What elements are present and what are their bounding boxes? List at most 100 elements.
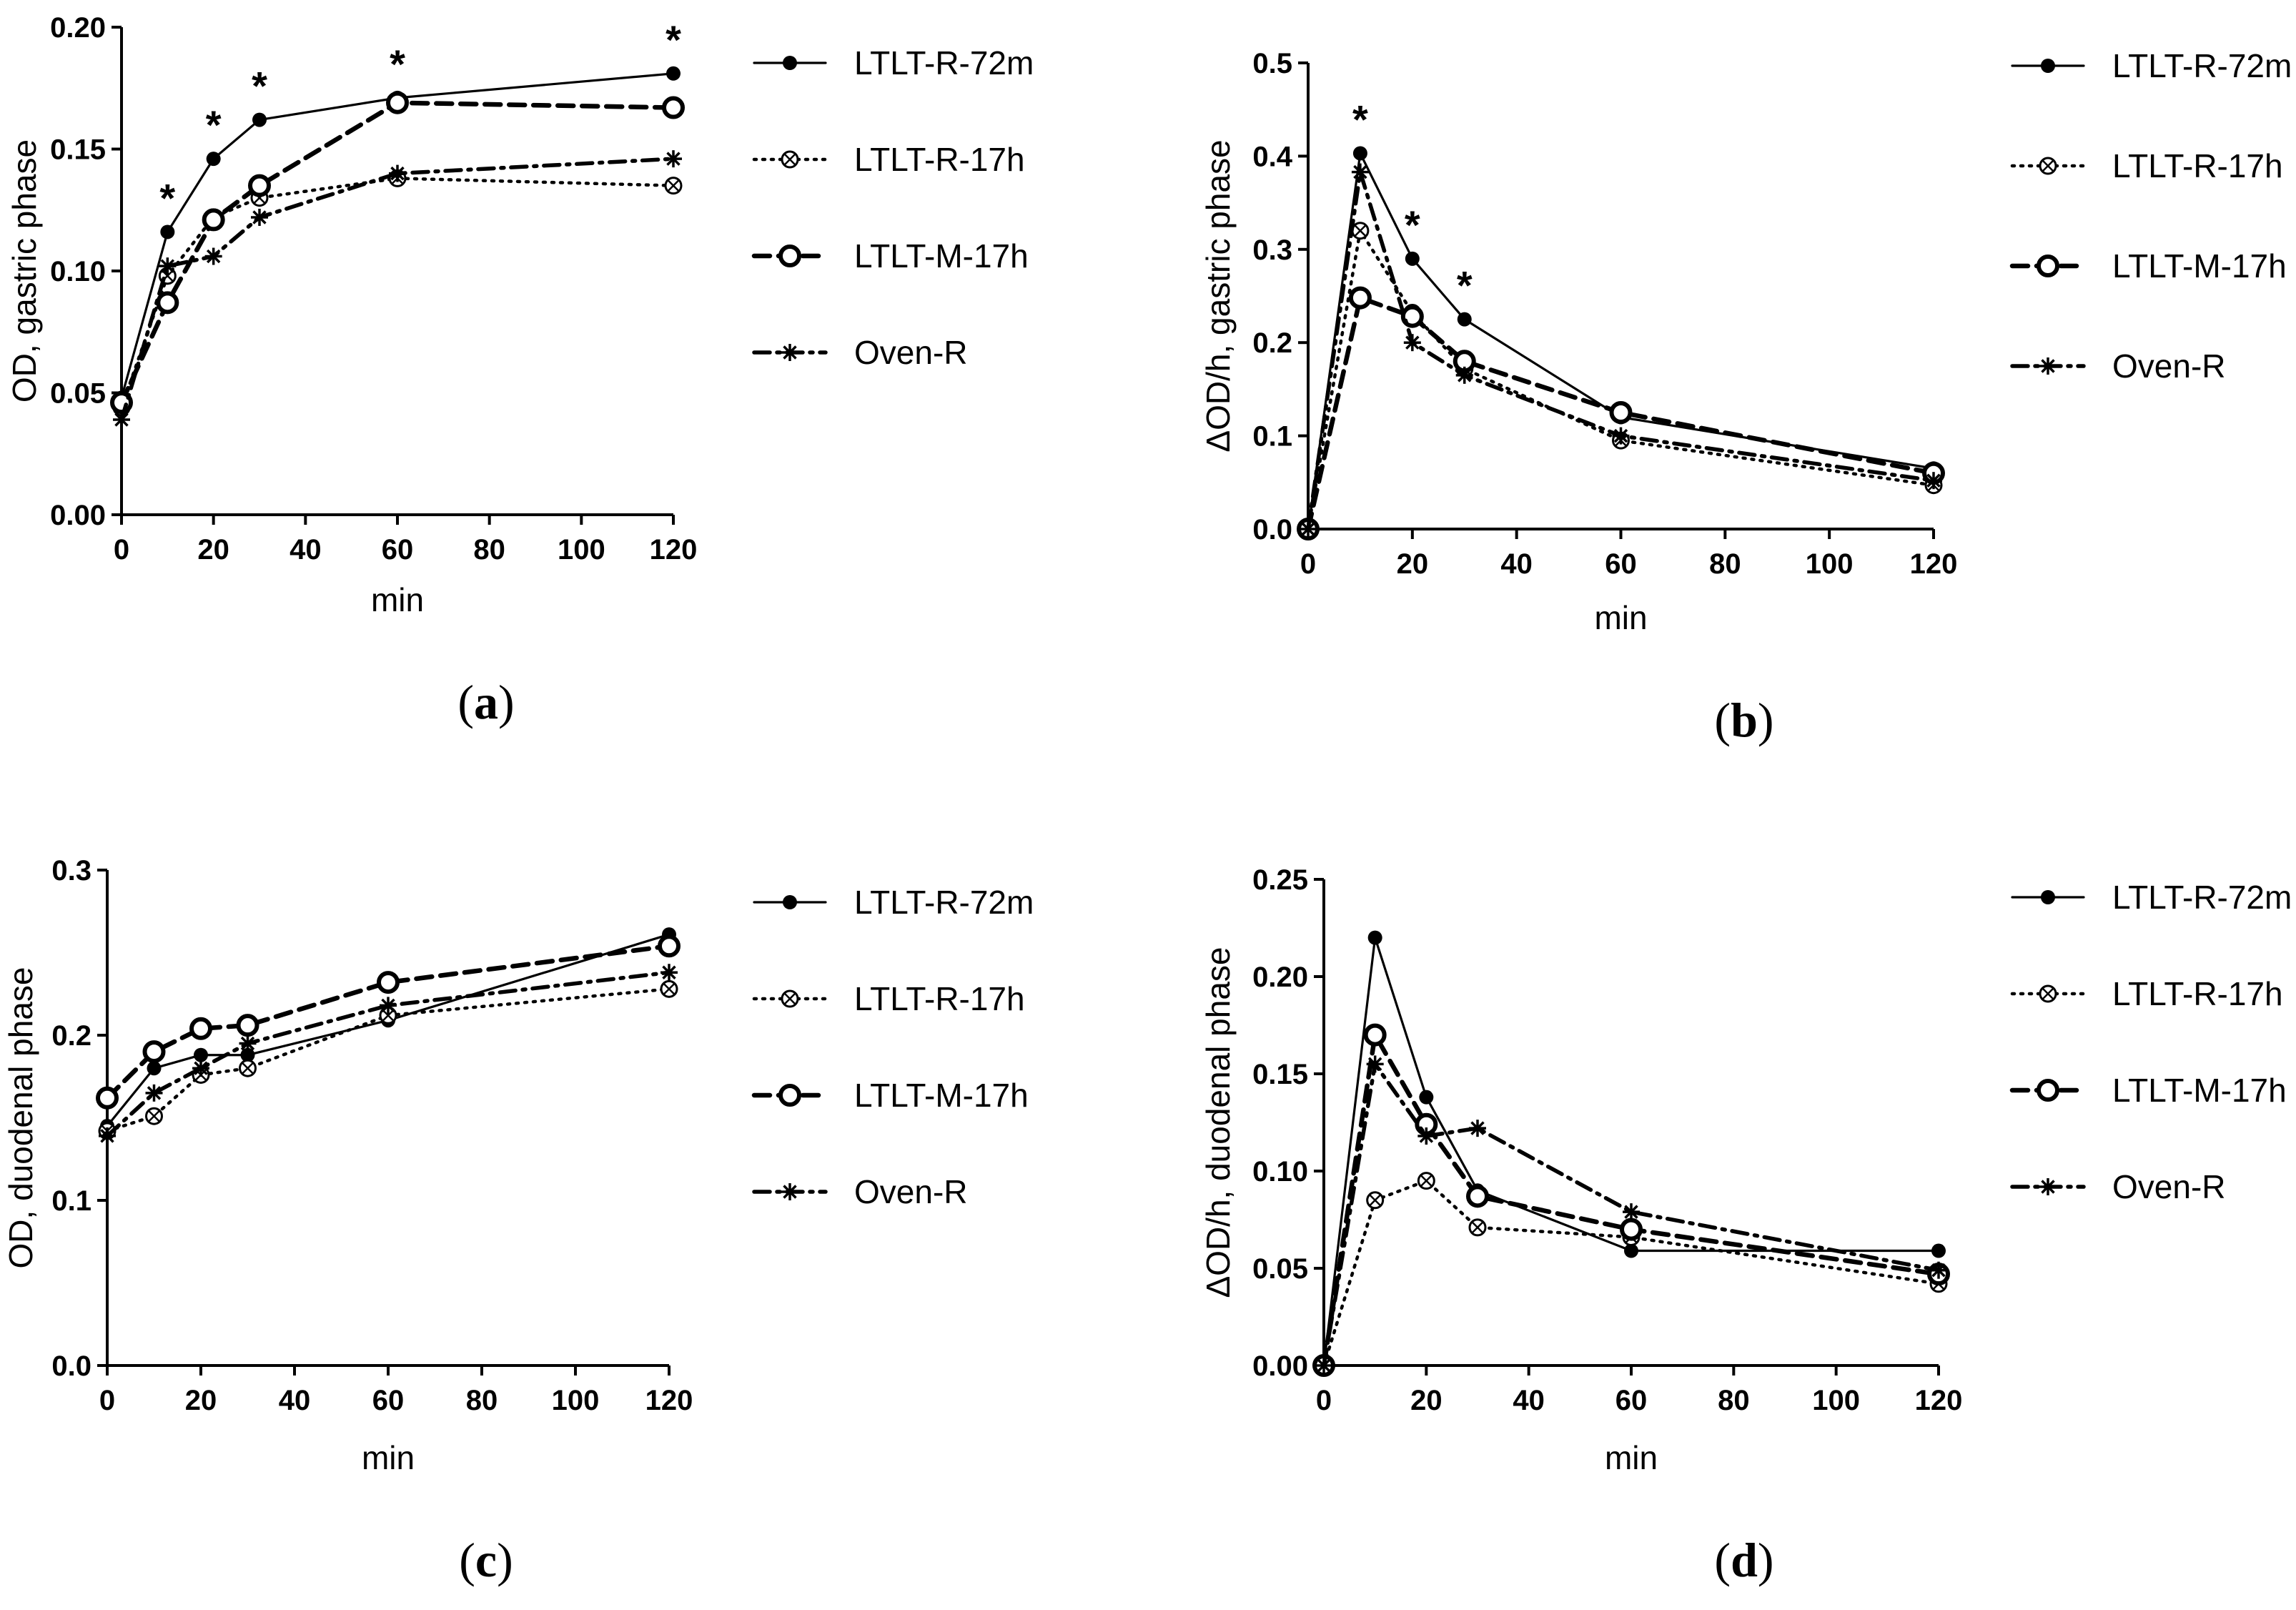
- y-tick-label: 0.3: [51, 855, 91, 887]
- series-line: [105, 970, 671, 1138]
- legend-marker: [781, 1183, 798, 1200]
- legend-marker: [778, 1084, 801, 1107]
- legend-label: Oven-R: [2112, 347, 2225, 385]
- series-LTLT-M-17h: [96, 934, 681, 1110]
- data-point: [1930, 1261, 1947, 1279]
- data-point: [1315, 1357, 1332, 1374]
- y-tick-label: 0.2: [51, 1020, 91, 1052]
- significance-marker: *: [252, 64, 267, 109]
- x-tick-label: 100: [1812, 1385, 1860, 1416]
- x-tick-label: 0: [1316, 1385, 1332, 1416]
- data-point: [664, 177, 683, 195]
- data-point: [252, 112, 267, 127]
- data-point: [662, 96, 685, 119]
- legend-entry: LTLT-M-17h: [2009, 1072, 2287, 1109]
- data-point: [1612, 427, 1630, 445]
- y-tick-label: 0.0: [1252, 514, 1292, 545]
- data-point: [192, 1060, 209, 1077]
- data-point: [159, 257, 177, 275]
- data-point: [156, 291, 179, 315]
- x-tick-label: 80: [466, 1385, 498, 1416]
- legend-marker: [2039, 357, 2057, 375]
- series-line: [1322, 1062, 1941, 1368]
- series-LTLT-R-17h: [112, 169, 683, 417]
- y-tick-label: 0.2: [1252, 327, 1292, 359]
- legend-label: LTLT-M-17h: [854, 1077, 1029, 1114]
- data-point: [142, 1040, 166, 1064]
- x-tick-label: 60: [1605, 548, 1637, 580]
- data-point: [239, 1059, 257, 1077]
- x-tick-label: 20: [185, 1385, 217, 1416]
- panel-caption: (b): [1714, 693, 1773, 747]
- y-tick-label: 0.20: [1252, 962, 1308, 993]
- legend-label: Oven-R: [2112, 1168, 2225, 1205]
- data-point: [206, 152, 221, 167]
- y-tick-label: 0.05: [1252, 1253, 1308, 1285]
- data-point: [1363, 1023, 1387, 1047]
- legend-entry: Oven-R: [752, 1173, 967, 1210]
- legend-entry: LTLT-R-72m: [753, 44, 1034, 82]
- series-Oven-R: [1300, 163, 1942, 538]
- legend-marker: [2039, 1178, 2057, 1195]
- legend-label: Oven-R: [854, 334, 967, 371]
- legend-marker: [781, 344, 798, 361]
- y-tick-label: 0.1: [1252, 421, 1292, 453]
- legend-entry: LTLT-R-72m: [2011, 47, 2292, 84]
- data-point: [1352, 146, 1367, 161]
- data-point: [1351, 222, 1370, 240]
- data-point: [147, 1061, 162, 1076]
- y-tick-label: 0.10: [50, 256, 106, 287]
- data-point: [1624, 1243, 1638, 1258]
- significance-marker: *: [1405, 202, 1420, 247]
- x-tick-label: 0: [99, 1385, 115, 1416]
- data-point: [1468, 1218, 1487, 1237]
- data-point: [1405, 251, 1420, 266]
- x-tick-label: 20: [1410, 1385, 1443, 1416]
- series-LTLT-R-17h: [1299, 222, 1943, 538]
- y-tick-label: 0.20: [50, 12, 106, 44]
- data-point: [377, 971, 400, 994]
- x-tick-label: 40: [1513, 1385, 1545, 1416]
- legend-label: LTLT-R-17h: [2112, 975, 2283, 1012]
- series-LTLT-R-72m: [1301, 146, 1941, 536]
- data-point: [1419, 1090, 1434, 1105]
- legend-label: LTLT-R-72m: [854, 884, 1034, 921]
- data-point: [1466, 1185, 1489, 1208]
- legend-marker: [783, 56, 797, 70]
- legend-entry: LTLT-M-17h: [751, 237, 1029, 275]
- data-point: [189, 1017, 212, 1040]
- series-line: [1306, 169, 1936, 531]
- data-point: [658, 934, 681, 958]
- panel-b: 0.0 0.1 0.2 0.3 0.4 0.5 0 20 40 60 80 100 120 min ΔOD/…: [1199, 47, 2292, 747]
- legend-entry: Oven-R: [2010, 347, 2225, 385]
- legend-label: LTLT-M-17h: [854, 237, 1029, 275]
- x-tick-label: 100: [558, 534, 605, 566]
- significance-marker: *: [206, 102, 222, 147]
- data-point: [1931, 1243, 1946, 1258]
- data-point: [1469, 1120, 1486, 1137]
- panel-caption: (d): [1714, 1533, 1773, 1587]
- series-LTLT-M-17h: [1297, 286, 1945, 540]
- y-tick-label: 0.00: [1252, 1350, 1308, 1382]
- data-point: [1623, 1203, 1640, 1221]
- series-Oven-R: [113, 150, 682, 429]
- data-point: [665, 150, 682, 168]
- data-point: [1417, 1172, 1435, 1190]
- legend-marker: [2039, 157, 2057, 175]
- y-tick-label: 0.15: [50, 134, 106, 166]
- series-line: [1321, 1032, 1941, 1368]
- series-line: [1305, 295, 1936, 532]
- data-point: [1366, 1055, 1384, 1073]
- legend-marker: [2041, 890, 2055, 904]
- legend-entry: LTLT-R-17h: [2010, 147, 2283, 184]
- series-line: [120, 72, 675, 399]
- data-point: [389, 164, 406, 182]
- panel-caption: (c): [459, 1533, 513, 1587]
- x-tick-label: 40: [290, 534, 322, 566]
- data-point: [666, 66, 681, 81]
- x-tick-label: 120: [1915, 1385, 1963, 1416]
- legend-marker: [2037, 1079, 2059, 1102]
- data-point: [194, 1047, 208, 1062]
- y-tick-label: 0.3: [1252, 234, 1292, 266]
- data-point: [380, 997, 397, 1014]
